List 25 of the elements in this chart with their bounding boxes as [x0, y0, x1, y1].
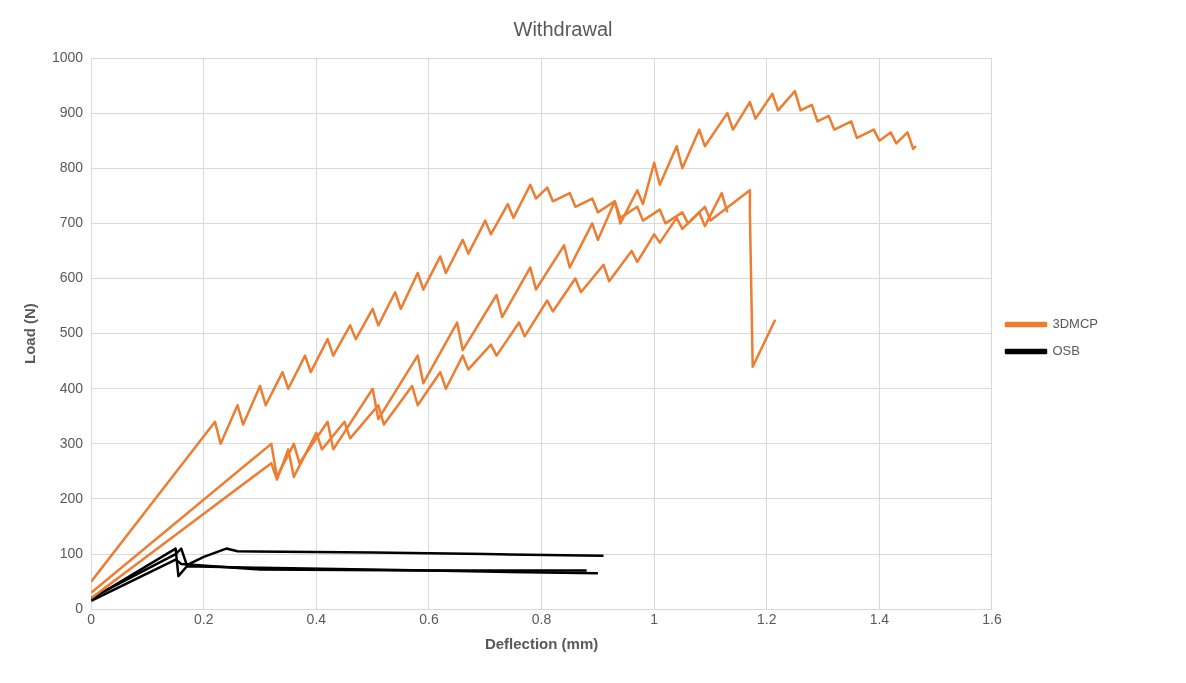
- x-tick-label: 0: [87, 611, 96, 628]
- chart-title: Withdrawal: [513, 17, 613, 40]
- x-tick-label: 1.4: [869, 611, 890, 628]
- y-tick-label: 100: [59, 544, 84, 561]
- y-tick-label: 300: [59, 434, 84, 451]
- y-tick-label: 200: [59, 489, 84, 506]
- x-tick-label: 0.4: [306, 611, 327, 628]
- x-tick-label: 0.8: [531, 611, 552, 628]
- x-axis-title: Deflection (mm): [484, 635, 599, 653]
- y-tick-label: 1000: [51, 48, 84, 65]
- x-tick-label: 0.2: [194, 611, 214, 628]
- x-tick-label: 1.2: [757, 611, 777, 628]
- x-tick-label: 0.6: [419, 611, 439, 628]
- y-tick-label: 900: [59, 103, 84, 120]
- y-tick-label: 400: [59, 379, 84, 396]
- y-tick-label: 700: [59, 214, 84, 231]
- legend-label: OSB: [1052, 343, 1080, 359]
- y-axis-title: Load (N): [21, 303, 39, 365]
- y-tick-label: 500: [59, 324, 84, 341]
- x-tick-label: 1: [650, 611, 659, 628]
- y-tick-label: 800: [59, 159, 84, 176]
- legend-label: 3DMCP: [1052, 316, 1099, 332]
- y-tick-label: 0: [75, 600, 84, 617]
- x-tick-label: 1.6: [982, 611, 1002, 628]
- y-tick-label: 600: [59, 269, 84, 286]
